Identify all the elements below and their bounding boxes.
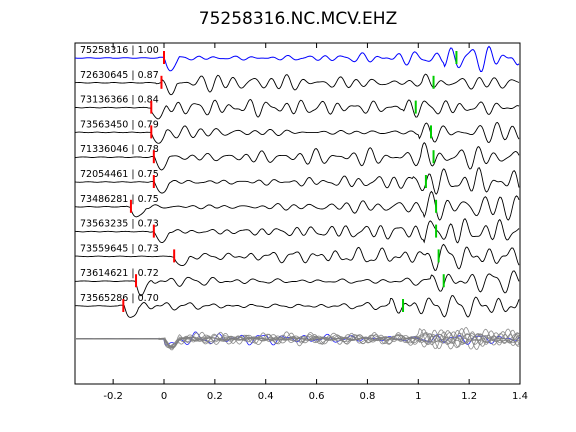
stack-trace [75,329,520,349]
x-tick-label: 0.4 [258,391,274,402]
trace-label: 73559645 | 0.73 [80,243,159,254]
waveform-trace [74,167,520,195]
trace-row: 73486281 | 0.75 [74,190,520,221]
waveform-trace [74,73,520,96]
trace-label: 73614621 | 0.72 [80,268,159,279]
waveform-trace [74,270,520,297]
trace-row: 75258316 | 1.00 [74,45,520,72]
x-tick-label: 1.2 [461,391,477,402]
trace-label: 73486281 | 0.75 [80,194,159,205]
trace-label: 73563235 | 0.73 [80,219,159,230]
trace-label: 73565286 | 0.70 [80,293,159,304]
trace-row: 73559645 | 0.73 [75,243,520,272]
trace-row: 72054461 | 0.75 [74,167,520,195]
waveform-trace [74,190,520,221]
trace-label: 72630645 | 0.87 [80,70,159,81]
trace-row: 73136366 | 0.84 [74,95,520,120]
trace-label: 75258316 | 1.00 [80,45,159,56]
x-axis: -0.2 0 0.2 0.4 0.6 0.8 1 1.2 1.4 [103,43,528,402]
trace-label: 73563450 | 0.79 [80,119,159,130]
trace-label: 71336046 | 0.78 [80,144,159,155]
x-tick-label: 0 [161,391,167,402]
plot-area: 75258316 | 1.00 72630645 | 0.87 73136366 |… [74,42,528,402]
trace-row: 73563235 | 0.73 [74,218,520,244]
waveform-trace [75,243,520,272]
trace-row: 73614621 | 0.72 [74,268,520,297]
x-tick-label: 0.2 [207,391,223,402]
trace-row: 73565286 | 0.70 [74,293,520,318]
trace-label: 73136366 | 0.84 [80,95,159,106]
x-tick-label: 1.4 [512,391,528,402]
trace-rows: 75258316 | 1.00 72630645 | 0.87 73136366 |… [74,45,520,318]
chart-title: 75258316.NC.MCV.EHZ [199,9,397,29]
waveform-trace [74,121,520,144]
axes-frame [74,42,521,385]
stacked-traces [74,326,520,351]
waveform-trace [74,218,520,244]
trace-row: 72630645 | 0.87 [74,70,520,96]
x-tick-label: 0.8 [359,391,375,402]
trace-row: 71336046 | 0.78 [74,142,520,171]
trace-row: 73563450 | 0.79 [74,119,520,144]
x-tick-label: 0.6 [309,391,325,402]
waveform-trace [74,98,520,120]
waveform-trace [74,295,520,318]
waveform-trace [74,45,520,72]
x-tick-label: -0.2 [103,391,123,402]
waveform-trace [74,142,520,171]
trace-label: 72054461 | 0.75 [80,169,159,180]
x-tick-label: 1 [415,391,421,402]
